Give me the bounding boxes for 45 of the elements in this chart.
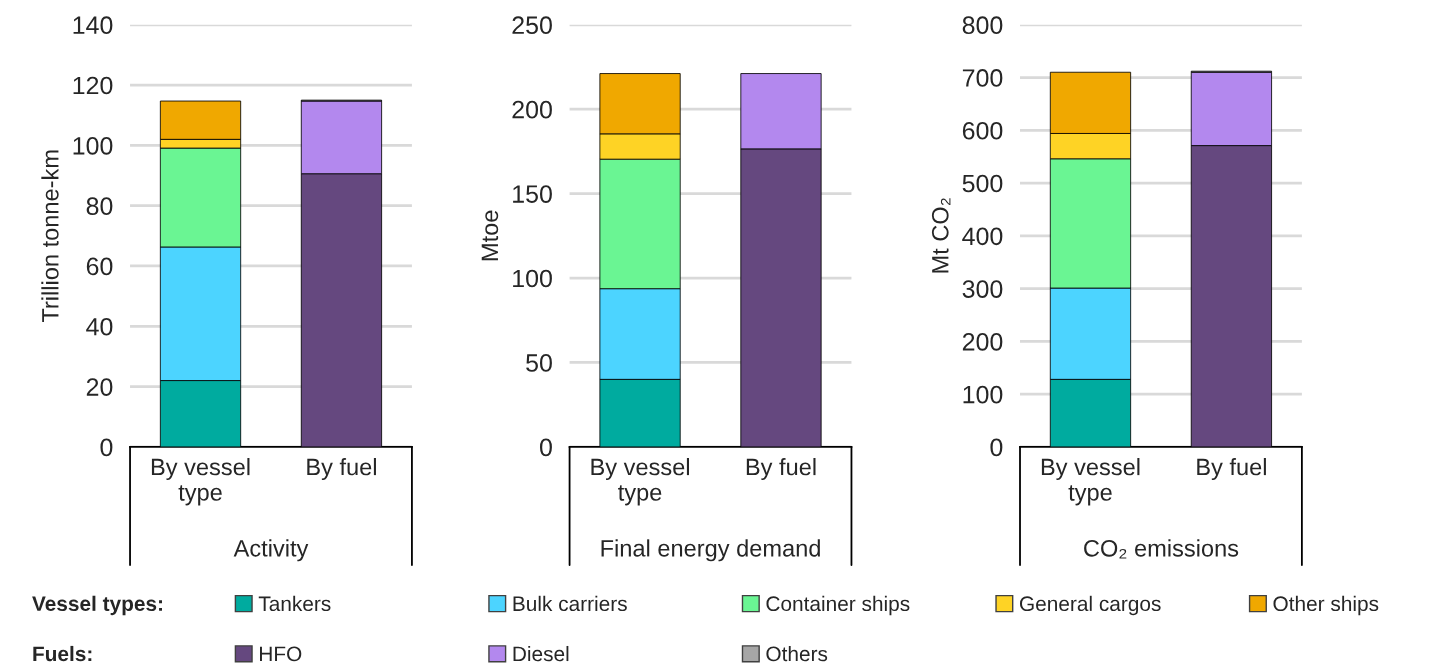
text: Fuels:	[33, 645, 92, 662]
y-axis-title: Trillion tonne-km	[41, 150, 59, 323]
text: Vessel types:	[32, 595, 162, 616]
y-tick-label: 100	[963, 385, 1003, 404]
legend-label: HFO	[260, 646, 302, 662]
y-tick-label: 140	[73, 16, 113, 35]
legend-label: General cargos	[1020, 595, 1161, 616]
y-tick-label: 20	[86, 378, 113, 396]
x-axis-title: Activity	[233, 539, 309, 562]
x-axis-title: CO₂ emissions	[1084, 539, 1239, 559]
legend-label: Container ships	[766, 595, 910, 616]
y-tick-label: 500	[962, 174, 1003, 193]
y-tick-label: 120	[73, 76, 113, 95]
y-tick-label: 0	[990, 438, 1003, 457]
y-tick-label: 200	[962, 332, 1003, 351]
y-tick-label: 200	[512, 100, 552, 119]
legend-label: Other ships	[1273, 595, 1379, 616]
x-tick-label: By vessel type	[151, 458, 250, 506]
y-tick-label: 100	[513, 269, 552, 288]
y-tick-label: 300	[962, 280, 1003, 298]
legend-label: Bulk carriers	[513, 595, 627, 612]
y-tick-label: 40	[86, 317, 113, 336]
y-axis-title: Mt CO₂	[931, 198, 951, 273]
legend-label: Others	[766, 645, 828, 662]
y-tick-label: 700	[962, 69, 1003, 87]
y-tick-label: 0	[100, 438, 113, 457]
y-tick-label: 150	[513, 185, 552, 203]
x-tick-label: By vessel type	[591, 458, 689, 506]
x-axis-title: Final energy demand	[601, 539, 820, 562]
y-tick-label: 80	[86, 197, 113, 215]
y-tick-label: 800	[962, 16, 1003, 35]
y-tick-label: 60	[86, 257, 113, 276]
y-tick-label: 400	[962, 227, 1003, 246]
y-axis-title: Mtoe	[481, 210, 499, 261]
y-tick-label: 100	[73, 136, 113, 155]
x-tick-label: By fuel	[746, 458, 816, 481]
y-tick-label: 600	[962, 121, 1003, 140]
legend-label: Diesel	[513, 645, 569, 662]
x-tick-label: By fuel	[307, 458, 376, 481]
y-tick-label: 0	[539, 438, 552, 457]
y-tick-label: 250	[512, 16, 552, 35]
y-tick-label: 50	[526, 354, 552, 372]
x-tick-label: By fuel	[1197, 458, 1266, 481]
x-tick-label: By vessel type	[1041, 458, 1140, 506]
legend-label: Tankers	[258, 595, 331, 612]
